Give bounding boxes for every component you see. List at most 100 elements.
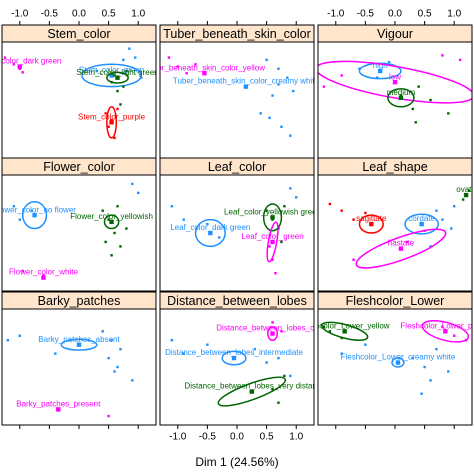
panel-background: [2, 175, 156, 291]
group-label: Stem_color_dark green: [0, 57, 61, 66]
data-point: [429, 379, 432, 382]
data-point: [322, 85, 326, 88]
group-centroid: [342, 329, 347, 334]
group-label: low: [389, 72, 401, 81]
data-point: [352, 218, 355, 221]
data-point: [113, 74, 116, 77]
panel-plot: Barky_patches_absent Barky_patches_presen…: [6, 330, 134, 418]
data-point: [21, 71, 24, 74]
x-tick-label: 1.0: [447, 9, 461, 20]
confidence-ellipse: [106, 71, 129, 84]
data-point: [110, 254, 113, 257]
x-tick-label: 0.0: [388, 9, 402, 20]
x-tick-label: 0.5: [418, 9, 432, 20]
x-tick-label: 0.0: [72, 9, 86, 20]
data-point: [18, 334, 21, 337]
data-point: [30, 209, 33, 212]
data-point: [125, 69, 128, 73]
data-point: [176, 65, 179, 68]
group-centroid: [270, 215, 275, 220]
group-centroid: [395, 360, 401, 365]
data-point: [277, 356, 280, 360]
data-point: [170, 205, 174, 208]
data-point: [116, 205, 119, 208]
panel-background: [160, 309, 314, 425]
confidence-ellipse: [318, 60, 472, 104]
data-point: [113, 231, 116, 235]
data-point: [119, 245, 122, 248]
data-point: [411, 356, 414, 360]
group-centroid: [270, 331, 275, 336]
group-centroid: [76, 342, 82, 347]
group-label: Distance_between_lobes_very distant: [184, 382, 320, 391]
data-point: [42, 274, 45, 277]
data-point: [417, 85, 420, 88]
data-point: [107, 125, 110, 128]
data-point: [441, 325, 444, 329]
group-label: Flower_color_white: [9, 268, 78, 277]
confidence-ellipse: [60, 338, 98, 351]
x-tick-label: 0.5: [260, 432, 274, 443]
data-point: [328, 202, 332, 206]
group-label: Flower_color_yellowish: [70, 212, 153, 221]
panel-title: Flower_color: [43, 160, 115, 174]
group-label: Fleshcolor_Lower_yellow: [300, 321, 390, 330]
data-point: [104, 112, 107, 115]
x-tick-label: -1.0: [169, 432, 187, 443]
data-point: [322, 325, 326, 329]
data-point: [364, 343, 367, 346]
group-label: high: [373, 61, 388, 70]
x-tick-label: 0.0: [230, 432, 244, 443]
group-centroid: [270, 239, 275, 245]
panel-title: Tuber_beneath_skin_color: [163, 27, 311, 41]
group-centroid: [243, 84, 249, 89]
data-point: [218, 236, 221, 239]
data-point: [134, 56, 137, 59]
data-point: [107, 356, 110, 360]
group-label: Fleshcolor_Lower_purple: [400, 321, 474, 330]
data-point: [21, 269, 24, 273]
group-label: medium: [387, 88, 416, 97]
data-point: [277, 67, 280, 70]
data-point: [107, 414, 110, 418]
data-point: [435, 209, 438, 212]
data-point: [116, 89, 119, 93]
data-point: [137, 191, 140, 195]
data-point: [54, 352, 57, 355]
data-point: [411, 107, 414, 111]
group-centroid: [377, 68, 383, 74]
group-label: Tuber_beneath_skin_color_creamy white: [173, 77, 320, 86]
data-point: [268, 245, 271, 248]
data-point: [167, 56, 171, 59]
group-centroid: [208, 230, 213, 236]
group-centroid: [392, 79, 398, 85]
data-point: [289, 134, 292, 137]
data-point: [277, 83, 280, 86]
confidence-ellipse: [358, 214, 384, 234]
data-point: [340, 209, 343, 212]
data-point: [125, 227, 128, 230]
panel-border: [317, 157, 473, 292]
data-point: [194, 63, 197, 66]
data-point: [119, 347, 122, 351]
data-point: [259, 112, 262, 115]
group-centroid: [369, 221, 374, 227]
group-label: Stem_color_purple: [78, 112, 146, 121]
confidence-ellipse: [391, 357, 405, 368]
group-centroid: [202, 71, 207, 76]
data-point: [271, 94, 274, 97]
data-point: [429, 245, 432, 248]
confidence-ellipse: [355, 228, 447, 269]
confidence-ellipse: [106, 105, 118, 139]
data-point: [271, 321, 274, 324]
data-point: [453, 334, 456, 337]
confidence-ellipse: [421, 319, 470, 343]
x-tick-label: -0.5: [357, 9, 375, 20]
data-point: [447, 112, 450, 115]
panel-plot: Tuber_beneath_skin_color_yellow Tuber_ben…: [160, 56, 320, 137]
panel-background: [318, 42, 472, 158]
data-point: [122, 58, 125, 62]
data-point: [376, 76, 379, 79]
group-label: Barky_patches_present: [16, 399, 101, 408]
